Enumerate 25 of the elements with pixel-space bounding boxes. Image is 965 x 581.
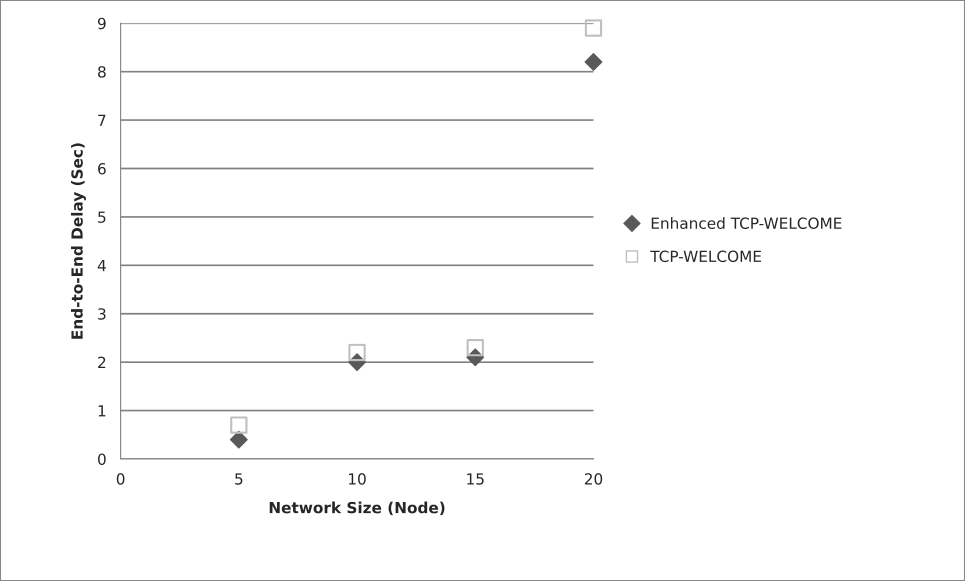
- y-tick-label: 8: [98, 66, 106, 78]
- y-tick-label: 9: [98, 18, 106, 30]
- y-tick-label: 5: [98, 212, 106, 223]
- y-tick-label: 7: [98, 114, 106, 126]
- y-tick-label: 4: [98, 260, 106, 272]
- legend-label: TCP-WELCOME: [650, 250, 761, 262]
- point: [584, 19, 602, 37]
- point: [466, 338, 484, 356]
- y-tick-label: 2: [98, 356, 106, 368]
- legend-label: Enhanced TCP-WELCOME: [652, 217, 842, 229]
- x-tick-label: 10: [349, 473, 366, 485]
- y-tick-label: 0: [98, 453, 106, 466]
- point: [230, 416, 248, 434]
- y-axis-title: End-to-End Delay (Sec): [71, 143, 86, 339]
- y-tick-label: 6: [98, 162, 106, 175]
- x-tick-label: 5: [235, 473, 242, 485]
- point: [230, 430, 248, 449]
- point: [584, 53, 602, 71]
- x-tick-label: 20: [584, 473, 602, 485]
- y-tick-label: 3: [98, 308, 106, 320]
- x-tick-label: 0: [116, 473, 124, 485]
- y-tick-label: 1: [98, 405, 106, 416]
- x-axis-title: Network Size (Node): [270, 502, 444, 516]
- x-tick-label: 15: [467, 473, 484, 485]
- point: [348, 344, 366, 362]
